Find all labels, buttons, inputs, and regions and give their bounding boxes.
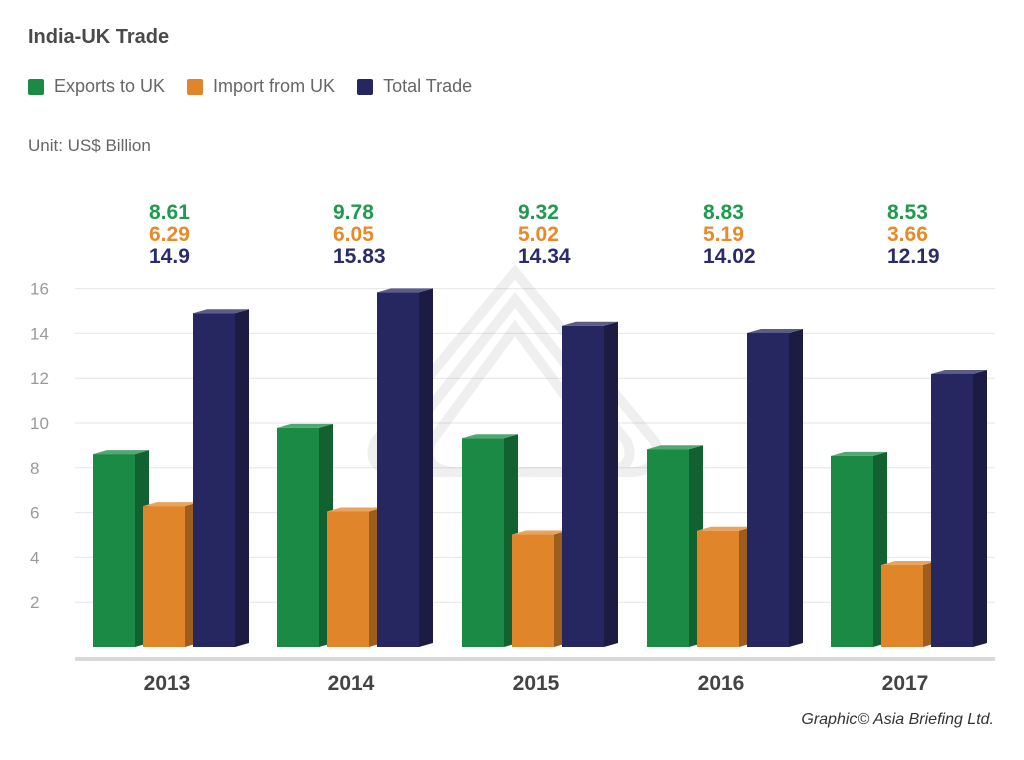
bar-top [377, 288, 433, 293]
bar [931, 373, 973, 647]
bar-top [881, 561, 937, 566]
bar [697, 530, 739, 647]
legend-swatch-exports [28, 78, 44, 95]
bar [512, 534, 554, 647]
x-axis-line [75, 657, 995, 661]
x-tick-label: 2015 [513, 672, 560, 695]
data-label: 6.29 [149, 223, 190, 246]
data-label: 14.02 [703, 245, 756, 268]
data-label: 5.19 [703, 223, 744, 246]
chart-title: India-UK Trade [28, 26, 170, 48]
bar [881, 565, 923, 647]
bar-side [235, 309, 249, 647]
bar [462, 438, 504, 647]
data-label: 6.05 [333, 223, 374, 246]
bar-top [647, 445, 703, 450]
credit-text: Graphic© Asia Briefing Ltd. [801, 711, 994, 728]
bar-top [512, 530, 568, 535]
bar [143, 506, 185, 647]
x-tick-label: 2016 [698, 672, 745, 695]
data-label: 14.34 [518, 245, 571, 268]
data-label: 9.32 [518, 201, 559, 224]
unit-label: Unit: US$ Billion [28, 136, 151, 155]
bar-top [747, 328, 803, 333]
bar [831, 455, 873, 647]
legend: Exports to UK Import from UK Total Trade [28, 76, 494, 97]
y-tick-label: 2 [30, 593, 39, 612]
x-tick-label: 2017 [882, 672, 929, 695]
bar-top [831, 451, 887, 456]
data-label: 14.9 [149, 245, 190, 268]
legend-label-imports: Import from UK [213, 76, 336, 96]
bar-top [562, 321, 618, 326]
bar [647, 449, 689, 647]
x-tick-label: 2014 [328, 672, 375, 695]
data-label: 8.53 [887, 201, 928, 224]
bar [377, 292, 419, 647]
legend-label-total: Total Trade [383, 76, 473, 96]
bar [193, 313, 235, 647]
bar [277, 427, 319, 647]
y-tick-label: 10 [30, 414, 49, 433]
data-label: 3.66 [887, 223, 928, 246]
data-label: 8.61 [149, 201, 190, 224]
legend-label-exports: Exports to UK [54, 76, 166, 96]
bar-top [931, 369, 987, 374]
y-tick-label: 6 [30, 504, 39, 523]
legend-swatch-total [357, 78, 374, 95]
y-tick-label: 4 [30, 548, 39, 567]
bar-top [277, 423, 333, 428]
legend-item-exports: Exports to UK [28, 76, 165, 97]
x-tick-label: 2013 [144, 672, 191, 695]
legend-swatch-imports [187, 78, 204, 95]
legend-item-imports: Import from UK [187, 76, 335, 97]
data-label: 9.78 [333, 201, 374, 224]
bar [562, 325, 604, 647]
y-tick-label: 12 [30, 369, 49, 388]
y-tick-label: 14 [30, 324, 49, 343]
bar-top [143, 502, 199, 507]
legend-item-total: Total Trade [357, 76, 472, 97]
bar [93, 454, 135, 647]
bar-side [604, 321, 618, 647]
data-label: 8.83 [703, 201, 744, 224]
y-tick-label: 8 [30, 459, 39, 478]
bar-top [93, 450, 149, 455]
data-label: 15.83 [333, 245, 386, 268]
bar [327, 511, 369, 647]
bar [747, 332, 789, 647]
bar-side [789, 328, 803, 647]
data-label: 12.19 [887, 245, 940, 268]
bar-side [973, 369, 987, 647]
bar-top [462, 434, 518, 439]
bar-top [327, 507, 383, 512]
bar-top [193, 309, 249, 314]
bar-side [419, 288, 433, 647]
bar-top [697, 526, 753, 531]
data-label: 5.02 [518, 223, 559, 246]
y-tick-label: 16 [30, 280, 49, 299]
